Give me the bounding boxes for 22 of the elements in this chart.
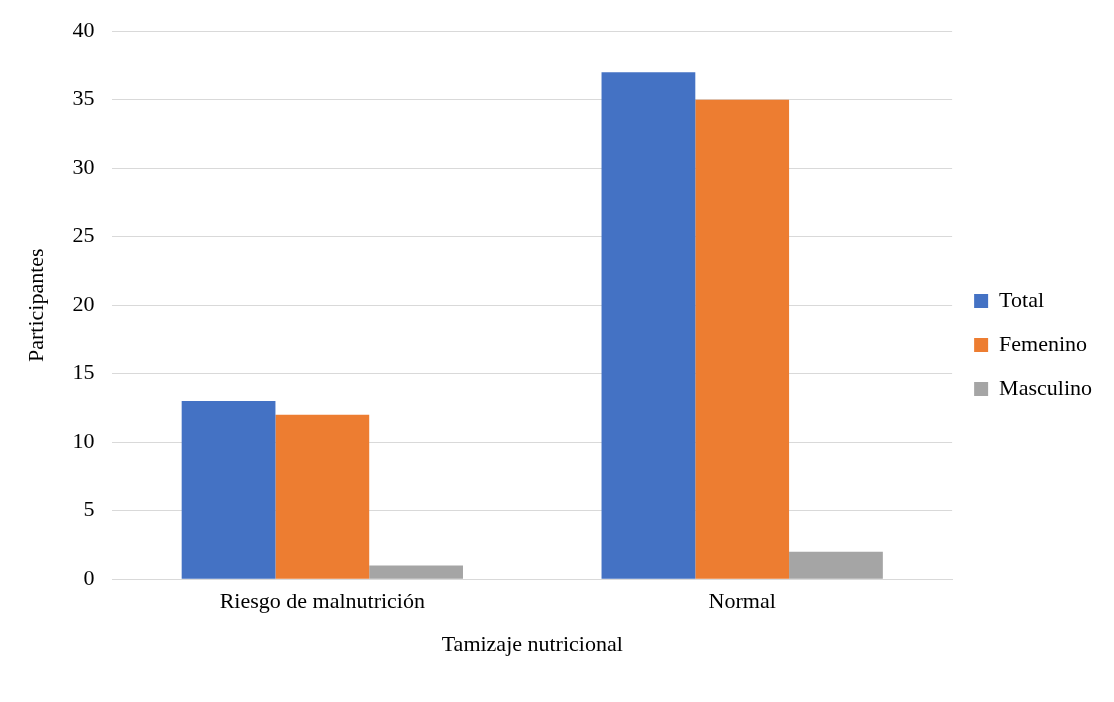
legend-label: Masculino — [999, 374, 1093, 400]
y-tick-label: 40 — [72, 16, 95, 42]
y-tick-label: 20 — [72, 290, 95, 316]
bar — [181, 401, 276, 579]
bar — [369, 565, 463, 579]
x-tick-label: Normal — [708, 588, 776, 614]
y-tick-label: 35 — [72, 85, 95, 111]
bar — [275, 414, 370, 579]
y-axis-title: Participantes — [22, 248, 48, 363]
y-tick-label: 30 — [72, 153, 95, 179]
y-tick-label: 10 — [72, 427, 95, 453]
x-axis-title: Tamizaje nutricional — [441, 630, 623, 656]
y-tick-label: 25 — [72, 222, 95, 248]
y-tick-label: 5 — [83, 496, 95, 522]
bar — [601, 72, 696, 579]
bar — [789, 551, 883, 579]
y-tick-label: 0 — [83, 564, 95, 590]
bar — [695, 99, 790, 579]
legend-label: Femenino — [999, 330, 1088, 356]
y-tick-label: 15 — [72, 359, 95, 385]
legend-label: Total — [999, 286, 1045, 312]
x-tick-label: Riesgo de malnutrición — [219, 588, 425, 614]
